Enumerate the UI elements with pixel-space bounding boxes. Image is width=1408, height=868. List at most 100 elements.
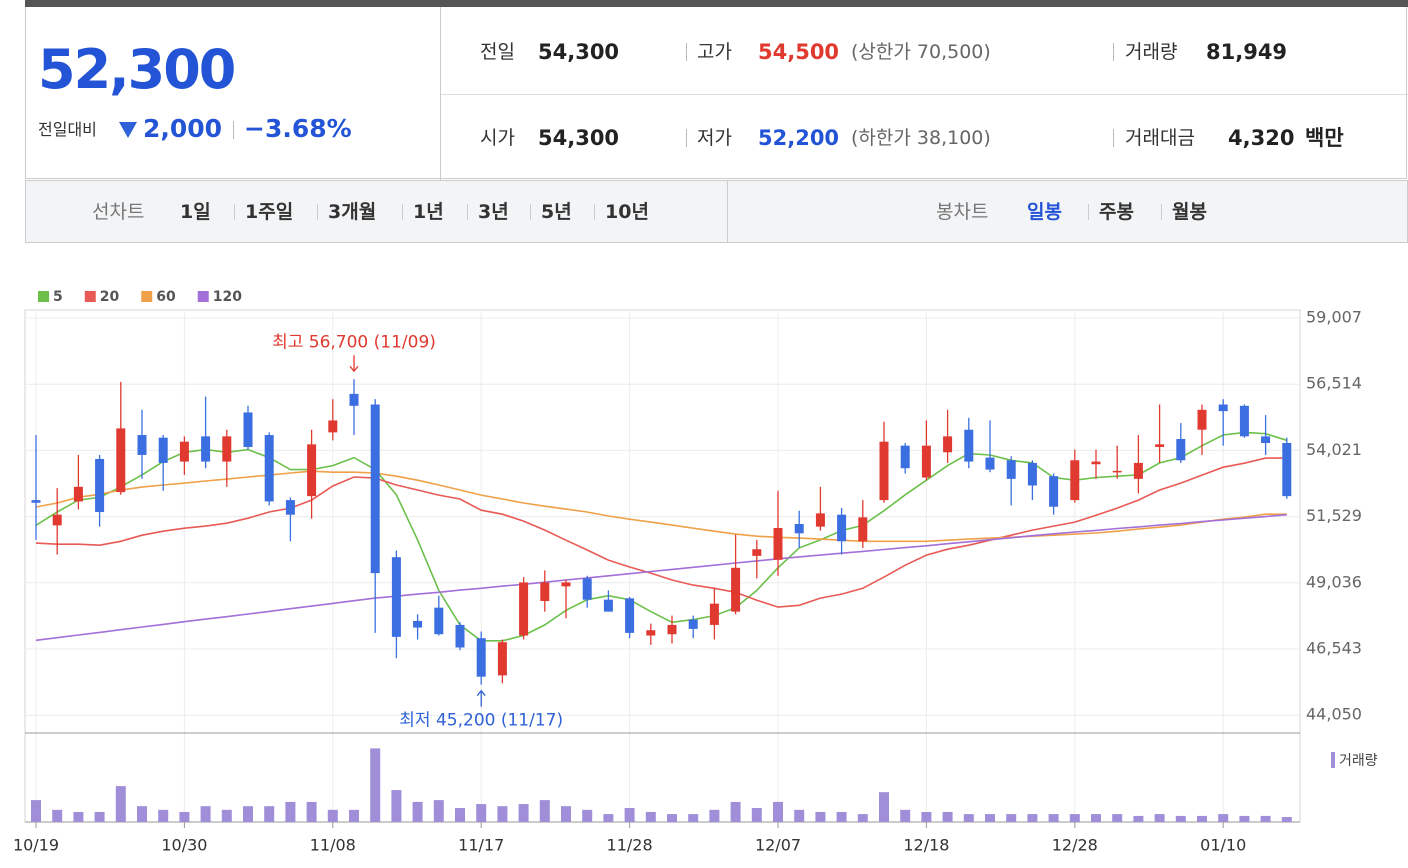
x-tick-label: 11/08 bbox=[310, 836, 356, 855]
candle-body bbox=[497, 642, 507, 676]
volume-bar bbox=[327, 809, 338, 822]
x-tick-label: 12/28 bbox=[1052, 836, 1098, 855]
volume-bar bbox=[243, 806, 253, 822]
candle-body bbox=[709, 603, 719, 625]
volume-bar bbox=[624, 808, 635, 822]
candle-body bbox=[1176, 439, 1186, 461]
stat-note: (하한가 38,100) bbox=[851, 127, 991, 149]
candle-body bbox=[921, 445, 931, 478]
candle-body bbox=[879, 441, 889, 501]
candle-body bbox=[1218, 404, 1228, 412]
candle-body bbox=[201, 436, 211, 462]
header bbox=[25, 7, 1407, 179]
volume-bar bbox=[730, 801, 741, 822]
volume-bar bbox=[94, 811, 105, 822]
legend-label: 거래량 bbox=[1339, 753, 1378, 769]
legend-swatch bbox=[84, 291, 96, 302]
candle-body bbox=[646, 630, 656, 636]
separator bbox=[686, 129, 687, 147]
volume-bar bbox=[200, 806, 211, 822]
candle-body bbox=[1282, 443, 1292, 497]
legend-label: 120 bbox=[213, 289, 242, 305]
candle-body bbox=[1006, 460, 1016, 479]
tab[interactable]: 일봉 bbox=[1027, 201, 1062, 223]
candle-body bbox=[519, 582, 529, 636]
stat-label: 시가 bbox=[480, 127, 515, 149]
volume-bar bbox=[921, 811, 932, 822]
y-tick-label: 59,007 bbox=[1306, 308, 1362, 327]
separator bbox=[402, 204, 403, 220]
legend-label: 60 bbox=[156, 289, 176, 305]
candle-body bbox=[116, 428, 126, 493]
tab[interactable]: 5년 bbox=[541, 201, 572, 223]
stat-label: 고가 bbox=[697, 41, 732, 63]
arrow-head bbox=[349, 365, 359, 373]
tab[interactable]: 주봉 bbox=[1099, 201, 1134, 223]
volume-bar bbox=[942, 811, 953, 822]
ma-line bbox=[35, 470, 1287, 543]
volume-bar bbox=[1281, 817, 1292, 822]
candle-body bbox=[1197, 409, 1207, 430]
separator bbox=[317, 204, 318, 220]
volume-bar bbox=[815, 811, 826, 822]
volume-bar bbox=[1027, 814, 1038, 822]
volume-bar bbox=[221, 809, 232, 822]
candle-body bbox=[349, 393, 359, 406]
arrow-head bbox=[476, 689, 486, 697]
x-tick-label: 10/30 bbox=[161, 836, 207, 855]
x-tick-label: 12/18 bbox=[903, 836, 949, 855]
candle-body bbox=[815, 513, 825, 527]
volume-bar bbox=[391, 790, 402, 822]
tab-bar bbox=[25, 180, 1408, 243]
candle-body bbox=[858, 517, 868, 542]
candle-body bbox=[1091, 461, 1101, 465]
tab[interactable]: 1년 bbox=[413, 201, 444, 223]
candle-body bbox=[243, 412, 253, 447]
tab[interactable]: 월봉 bbox=[1172, 201, 1207, 223]
volume-bar bbox=[751, 808, 762, 822]
down-icon bbox=[119, 122, 137, 138]
x-tick-label: 11/17 bbox=[458, 836, 504, 855]
tab-group-label: 선차트 bbox=[92, 201, 145, 223]
candle-body bbox=[540, 582, 550, 602]
tab[interactable]: 3년 bbox=[478, 201, 509, 223]
candle-body bbox=[794, 523, 804, 534]
candle-body bbox=[1049, 476, 1059, 507]
volume-bar bbox=[518, 804, 529, 822]
volume-bar bbox=[264, 806, 275, 822]
volume-bar bbox=[985, 814, 995, 822]
candle-body bbox=[31, 500, 41, 503]
triangle bbox=[119, 122, 137, 138]
tab-group-label: 봉차트 bbox=[936, 201, 989, 223]
tab[interactable]: 3개월 bbox=[328, 201, 377, 223]
volume-bar bbox=[794, 809, 805, 822]
stat-value: 54,300 bbox=[538, 126, 620, 150]
candle-body bbox=[158, 437, 168, 463]
stat-value: 81,949 bbox=[1206, 40, 1288, 64]
x-tick-label: 12/07 bbox=[755, 836, 801, 855]
tab[interactable]: 10년 bbox=[605, 201, 649, 223]
volume-bar bbox=[1260, 815, 1271, 822]
legend-label: 5 bbox=[53, 289, 63, 305]
tab[interactable]: 1주일 bbox=[245, 201, 294, 223]
volume-bar bbox=[1112, 814, 1123, 822]
candle-body bbox=[285, 500, 295, 515]
volume-bar bbox=[412, 801, 423, 822]
candle-body bbox=[328, 420, 338, 433]
candle-body bbox=[1155, 444, 1165, 447]
volume-bar bbox=[963, 814, 974, 822]
stat-unit: 백만 bbox=[1305, 126, 1344, 150]
volume-bar bbox=[561, 806, 571, 822]
candle-body bbox=[837, 514, 847, 542]
stat-label: 거래량 bbox=[1125, 41, 1178, 63]
volume-bar bbox=[1175, 815, 1186, 822]
legend-swatch bbox=[197, 291, 209, 302]
candle-body bbox=[222, 436, 232, 462]
volume-bar bbox=[667, 814, 677, 822]
candle-body bbox=[625, 598, 635, 633]
x-tick-label: 10/19 bbox=[13, 836, 59, 855]
tab[interactable]: 1일 bbox=[180, 201, 211, 223]
stat-note: (상한가 70,500) bbox=[851, 41, 991, 63]
plot-frame bbox=[24, 309, 1301, 823]
candle-body bbox=[773, 527, 783, 560]
